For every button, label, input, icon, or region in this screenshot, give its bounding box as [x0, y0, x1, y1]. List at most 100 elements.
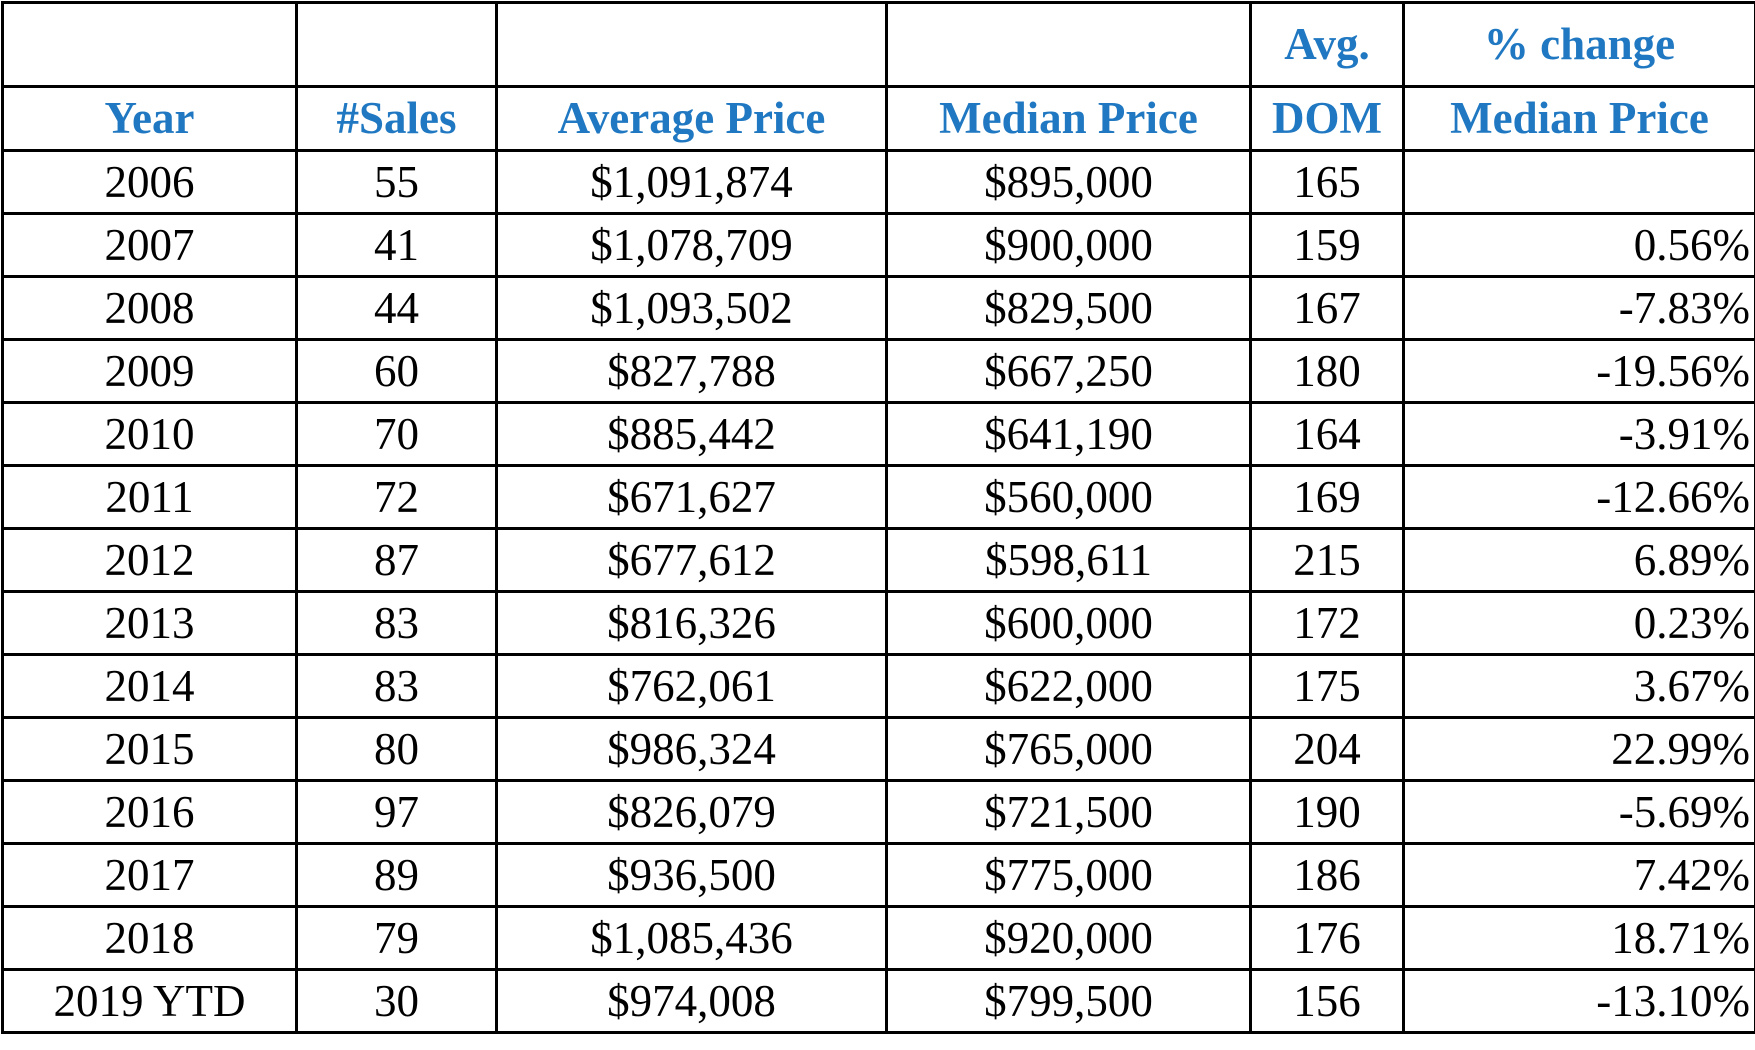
- header-cell: #Sales: [297, 87, 497, 151]
- data-cell: $900,000: [887, 214, 1251, 277]
- data-cell: $560,000: [887, 466, 1251, 529]
- data-cell: 159: [1251, 214, 1404, 277]
- data-cell: $721,500: [887, 781, 1251, 844]
- data-cell: 2017: [3, 844, 297, 907]
- data-cell: 79: [297, 907, 497, 970]
- data-cell: 60: [297, 340, 497, 403]
- data-cell: 156: [1251, 970, 1404, 1033]
- header-cell: Avg.: [1251, 3, 1404, 87]
- data-cell: 190: [1251, 781, 1404, 844]
- data-cell: $920,000: [887, 907, 1251, 970]
- data-cell: 3.67%: [1404, 655, 1755, 718]
- data-cell: 2007: [3, 214, 297, 277]
- data-cell: 18.71%: [1404, 907, 1755, 970]
- data-cell: $885,442: [497, 403, 887, 466]
- data-cell: $622,000: [887, 655, 1251, 718]
- data-cell: $799,500: [887, 970, 1251, 1033]
- data-cell: $671,627: [497, 466, 887, 529]
- data-cell: -19.56%: [1404, 340, 1755, 403]
- data-cell: 89: [297, 844, 497, 907]
- data-cell: 44: [297, 277, 497, 340]
- data-cell: 6.89%: [1404, 529, 1755, 592]
- data-cell: 172: [1251, 592, 1404, 655]
- data-cell: 80: [297, 718, 497, 781]
- header-cell: [297, 3, 497, 87]
- data-cell: 2014: [3, 655, 297, 718]
- data-cell: $936,500: [497, 844, 887, 907]
- data-cell: $986,324: [497, 718, 887, 781]
- data-cell: 204: [1251, 718, 1404, 781]
- data-cell: 176: [1251, 907, 1404, 970]
- data-cell: 7.42%: [1404, 844, 1755, 907]
- header-cell: [3, 3, 297, 87]
- data-cell: 72: [297, 466, 497, 529]
- data-cell: $598,611: [887, 529, 1251, 592]
- data-cell: $829,500: [887, 277, 1251, 340]
- data-cell: $667,250: [887, 340, 1251, 403]
- data-cell: -5.69%: [1404, 781, 1755, 844]
- header-row: Avg.% change: [3, 3, 1755, 87]
- data-cell: 2009: [3, 340, 297, 403]
- header-cell: Year: [3, 87, 297, 151]
- data-cell: -7.83%: [1404, 277, 1755, 340]
- data-cell: 97: [297, 781, 497, 844]
- data-cell: 2012: [3, 529, 297, 592]
- data-cell: 83: [297, 655, 497, 718]
- data-cell: 2010: [3, 403, 297, 466]
- data-cell: 175: [1251, 655, 1404, 718]
- data-cell: 2006: [3, 151, 297, 214]
- data-cell: $895,000: [887, 151, 1251, 214]
- header-cell: Average Price: [497, 87, 887, 151]
- header-cell: Median Price: [1404, 87, 1755, 151]
- data-cell: 55: [297, 151, 497, 214]
- data-cell: 0.23%: [1404, 592, 1755, 655]
- data-cell: 164: [1251, 403, 1404, 466]
- data-cell: 2008: [3, 277, 297, 340]
- data-cell: $827,788: [497, 340, 887, 403]
- data-cell: 30: [297, 970, 497, 1033]
- data-cell: 165: [1251, 151, 1404, 214]
- header-cell: [887, 3, 1251, 87]
- data-cell: $826,079: [497, 781, 887, 844]
- data-cell: 2018: [3, 907, 297, 970]
- data-cell: $775,000: [887, 844, 1251, 907]
- data-cell: 167: [1251, 277, 1404, 340]
- header-cell: Median Price: [887, 87, 1251, 151]
- data-cell: $1,093,502: [497, 277, 887, 340]
- data-cell: 2013: [3, 592, 297, 655]
- data-cell: 2019 YTD: [3, 970, 297, 1033]
- data-cell: 22.99%: [1404, 718, 1755, 781]
- data-cell: 2016: [3, 781, 297, 844]
- data-cell: $641,190: [887, 403, 1251, 466]
- data-cell: 2015: [3, 718, 297, 781]
- data-cell: -13.10%: [1404, 970, 1755, 1033]
- header-cell: DOM: [1251, 87, 1404, 151]
- data-cell: $762,061: [497, 655, 887, 718]
- data-cell: 2011: [3, 466, 297, 529]
- data-cell: 186: [1251, 844, 1404, 907]
- data-cell: 83: [297, 592, 497, 655]
- data-cell: 180: [1251, 340, 1404, 403]
- data-cell: $1,078,709: [497, 214, 887, 277]
- data-cell: $1,085,436: [497, 907, 887, 970]
- data-cell: 70: [297, 403, 497, 466]
- data-cell: -12.66%: [1404, 466, 1755, 529]
- data-cell: 169: [1251, 466, 1404, 529]
